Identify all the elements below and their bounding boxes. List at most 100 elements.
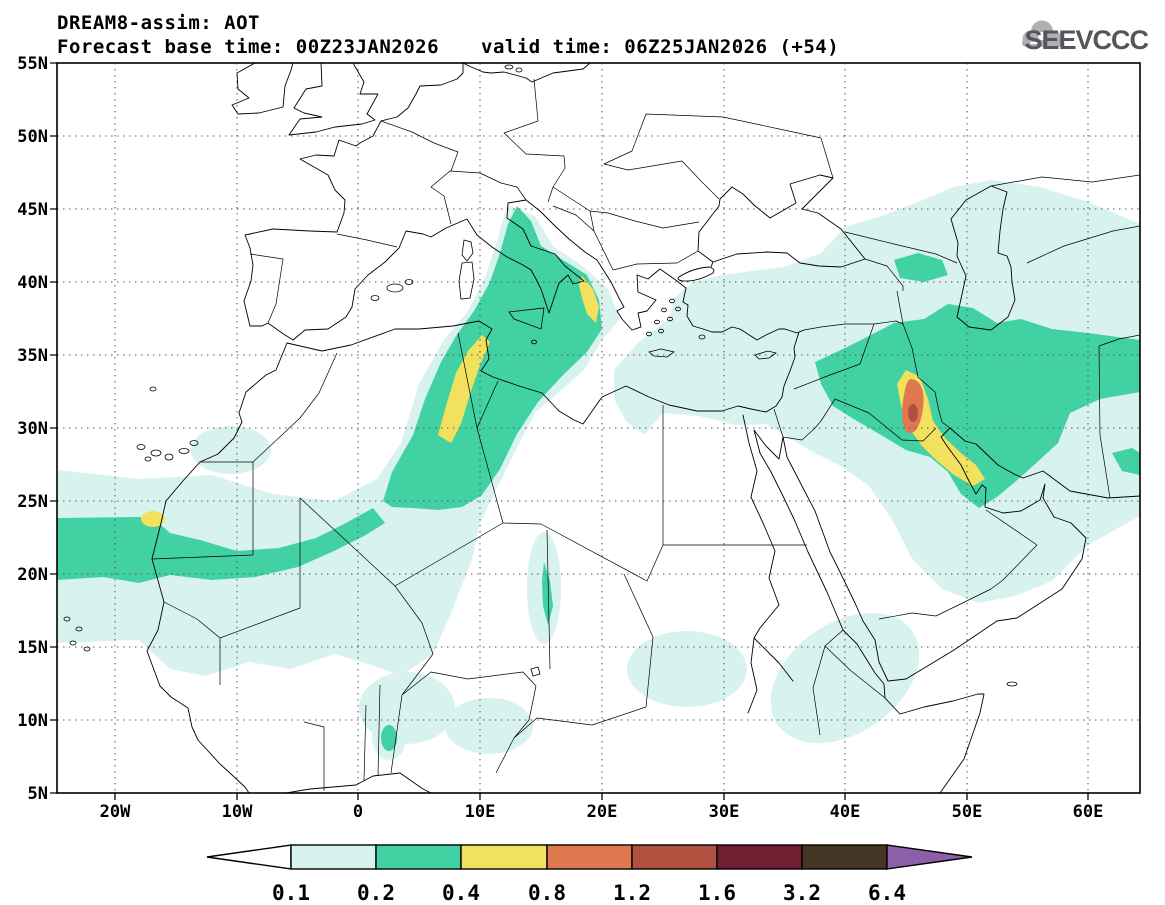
aot-region-plume-core-yellow — [438, 335, 490, 443]
aot-contours-level2 — [57, 206, 1140, 751]
river-nile — [742, 414, 794, 714]
colorbar-segment-2 — [375, 844, 462, 870]
y-tick-label: 30N — [17, 419, 48, 439]
coast-caspian-sea — [950, 185, 1016, 331]
island-crete — [648, 348, 675, 358]
islands-baltic — [515, 67, 523, 73]
colorbar-segment-3 — [460, 844, 548, 870]
header: DREAM8-assim: AOT Forecast base time: 00… — [57, 12, 839, 58]
y-tick-label: 55N — [17, 54, 48, 74]
aot-region-caucasus-teal — [894, 253, 948, 282]
colorbar-label: 0.1 — [272, 881, 310, 905]
x-tick-label: 50E — [952, 802, 983, 822]
coast-arabia-redsea — [753, 427, 1087, 793]
borders-europe — [249, 78, 1140, 324]
x-tick-label: 40E — [830, 802, 861, 822]
island-corsica — [461, 239, 474, 262]
map-area — [57, 63, 1140, 793]
aot-region-morocco-pale — [191, 426, 271, 474]
island-menorca — [404, 279, 414, 285]
x-tick-label: 10W — [222, 802, 253, 822]
colorbar-label: 1.2 — [613, 881, 651, 905]
aot-region-tibesti-teal — [542, 562, 553, 625]
coast-adriatic-greece — [525, 199, 678, 331]
coast-west-africa — [146, 342, 432, 793]
coast-ireland — [231, 63, 294, 115]
x-tick-label: 20E — [587, 802, 618, 822]
island-malta — [531, 339, 537, 345]
colorbar-segment-6 — [716, 844, 803, 870]
y-tick-label: 40N — [17, 273, 48, 293]
islands-danish — [504, 64, 514, 70]
page-title: DREAM8-assim: AOT — [57, 12, 260, 34]
island-madeira — [149, 386, 157, 392]
valid-time: valid time: 06Z25JAN2026 (+54) — [481, 36, 839, 58]
island-mallorca — [386, 283, 404, 293]
forecast-base-time: Forecast base time: 00Z23JAN2026 — [57, 36, 439, 58]
aot-region-benin-teal — [381, 725, 397, 751]
borders-middle-east — [773, 290, 1140, 620]
aot-contours-level4 — [902, 378, 924, 434]
lake-chad — [530, 666, 541, 677]
y-tick-label: 25N — [17, 492, 48, 512]
logo-text: SEEVCCC — [1024, 25, 1148, 55]
island-cyprus — [754, 350, 777, 360]
coast-south-europe — [292, 199, 585, 341]
colorbar: 0.1 0.2 0.4 0.8 1.2 1.6 3.2 6.4 — [206, 844, 973, 905]
y-tick-label: 15N — [17, 638, 48, 658]
y-tick-label: 20N — [17, 565, 48, 585]
x-tick-label: 0 — [353, 802, 363, 822]
island-ibiza — [370, 295, 380, 301]
x-tick-label: 10E — [465, 802, 496, 822]
coast-denmark-baltic — [462, 63, 591, 83]
colorbar-label: 1.6 — [698, 881, 736, 905]
y-tick-label: 50N — [17, 127, 48, 147]
coast-west-europe — [243, 63, 464, 341]
colorbar-segment-4 — [546, 844, 633, 870]
colorbar-overflow-arrow — [886, 844, 973, 870]
aot-region-sahel-teal — [57, 508, 385, 583]
gridline-parallels — [57, 135, 1140, 721]
y-tick-label: 5N — [28, 784, 48, 804]
colorbar-label: 3.2 — [783, 881, 821, 905]
x-tick-label: 30E — [709, 802, 740, 822]
colorbar-label: 6.4 — [868, 881, 906, 905]
islands-aegean — [646, 298, 706, 340]
logo: SEEVCCC — [1022, 20, 1150, 55]
y-tick-label: 45N — [17, 200, 48, 220]
coast-britain — [288, 63, 379, 136]
coastlines — [146, 63, 1140, 793]
aot-region-iraq-core — [908, 404, 918, 422]
aot-region-algeria-adriatic-teal — [383, 206, 602, 510]
colorbar-underflow-arrow — [206, 844, 292, 870]
colorbar-segment-5 — [631, 844, 718, 870]
colorbar-segment-1 — [290, 844, 377, 870]
coast-marmara — [677, 261, 715, 282]
aot-region-wafrica-yellow — [141, 511, 165, 527]
coast-iran-gulf — [949, 427, 1140, 499]
country-borders — [151, 78, 1140, 791]
colorbar-segment-7 — [801, 844, 888, 870]
x-tick-label: 60E — [1073, 802, 1104, 822]
island-socotra — [1006, 681, 1018, 687]
colorbar-label: 0.8 — [528, 881, 566, 905]
aot-region-adriatic-yellow — [579, 276, 599, 323]
y-axis-ticks — [50, 62, 57, 794]
borders-africa — [151, 332, 886, 791]
x-axis: 20W 10W 0 10E 20E 30E 40E 50E 60E — [100, 793, 1104, 822]
islands-canary — [136, 440, 199, 462]
coast-north-africa-levant-anatolia — [286, 280, 805, 425]
islands-cape-verde — [63, 616, 91, 652]
colorbar-label: 0.4 — [442, 881, 480, 905]
island-sardinia — [458, 261, 475, 300]
aot-region-redsea-pale — [770, 612, 920, 744]
x-tick-label: 20W — [100, 802, 131, 822]
cloud-icon — [1022, 20, 1062, 48]
x-axis-ticks — [114, 793, 1089, 800]
island-sicily — [508, 307, 545, 330]
y-axis: 55N 50N 45N 40N 35N 30N 25N 20N 15N 10N … — [17, 54, 57, 804]
aot-region-nigeria-pale-2 — [445, 698, 533, 754]
islands — [63, 64, 1018, 687]
